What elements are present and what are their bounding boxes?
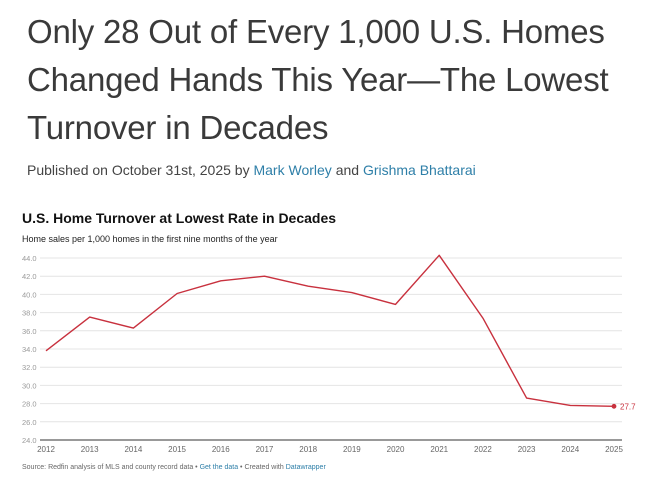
x-tick-label: 2019	[343, 445, 361, 454]
x-tick-label: 2024	[561, 445, 579, 454]
chart-footer: Source: Redfin analysis of MLS and count…	[22, 464, 326, 471]
x-tick-label: 2021	[430, 445, 448, 454]
y-tick-label: 42.0	[22, 272, 37, 281]
author-link-2[interactable]: Grishma Bhattarai	[362, 162, 476, 178]
byline: Published on October 31st, 2025 by Mark …	[27, 162, 476, 178]
y-tick-label: 34.0	[22, 345, 37, 354]
y-tick-label: 30.0	[22, 381, 37, 390]
x-tick-label: 2018	[299, 445, 317, 454]
author-link-1[interactable]: Mark Worley	[253, 162, 332, 178]
end-point	[611, 403, 617, 409]
series-line	[45, 254, 615, 407]
y-tick-label: 44.0	[22, 254, 37, 263]
get-the-data-link[interactable]: Get the data	[199, 464, 239, 471]
end-value-label: 27.7	[620, 402, 636, 411]
x-tick-label: 2013	[81, 445, 99, 454]
chart-title: U.S. Home Turnover at Lowest Rate in Dec…	[22, 210, 337, 226]
datawrapper-link[interactable]: Datawrapper	[285, 464, 326, 471]
y-tick-label: 28.0	[22, 400, 37, 409]
y-tick-label: 32.0	[22, 363, 37, 372]
article-headline: Only 28 Out of Every 1,000 U.S. Homes Ch…	[27, 13, 609, 146]
x-tick-label: 2022	[474, 445, 492, 454]
x-tick-label: 2016	[212, 445, 230, 454]
y-tick-label: 36.0	[22, 327, 37, 336]
byline-and: and	[335, 162, 360, 178]
y-tick-label: 26.0	[22, 418, 37, 427]
published-date-text: Published on October 31st, 2025 by	[27, 162, 250, 178]
x-tick-label: 2012	[37, 445, 55, 454]
chart-subtitle: Home sales per 1,000 homes in the first …	[22, 234, 278, 244]
x-tick-label: 2025	[605, 445, 623, 454]
x-tick-label: 2023	[518, 445, 536, 454]
y-tick-label: 40.0	[22, 290, 37, 299]
created-with-text: • Created with	[240, 464, 284, 471]
x-tick-label: 2017	[256, 445, 274, 454]
x-tick-label: 2014	[124, 445, 142, 454]
y-tick-label: 24.0	[22, 436, 37, 445]
x-tick-label: 2020	[387, 445, 405, 454]
source-text: Source: Redfin analysis of MLS and count…	[22, 464, 198, 471]
x-tick-label: 2015	[168, 445, 186, 454]
y-tick-label: 38.0	[22, 309, 37, 318]
